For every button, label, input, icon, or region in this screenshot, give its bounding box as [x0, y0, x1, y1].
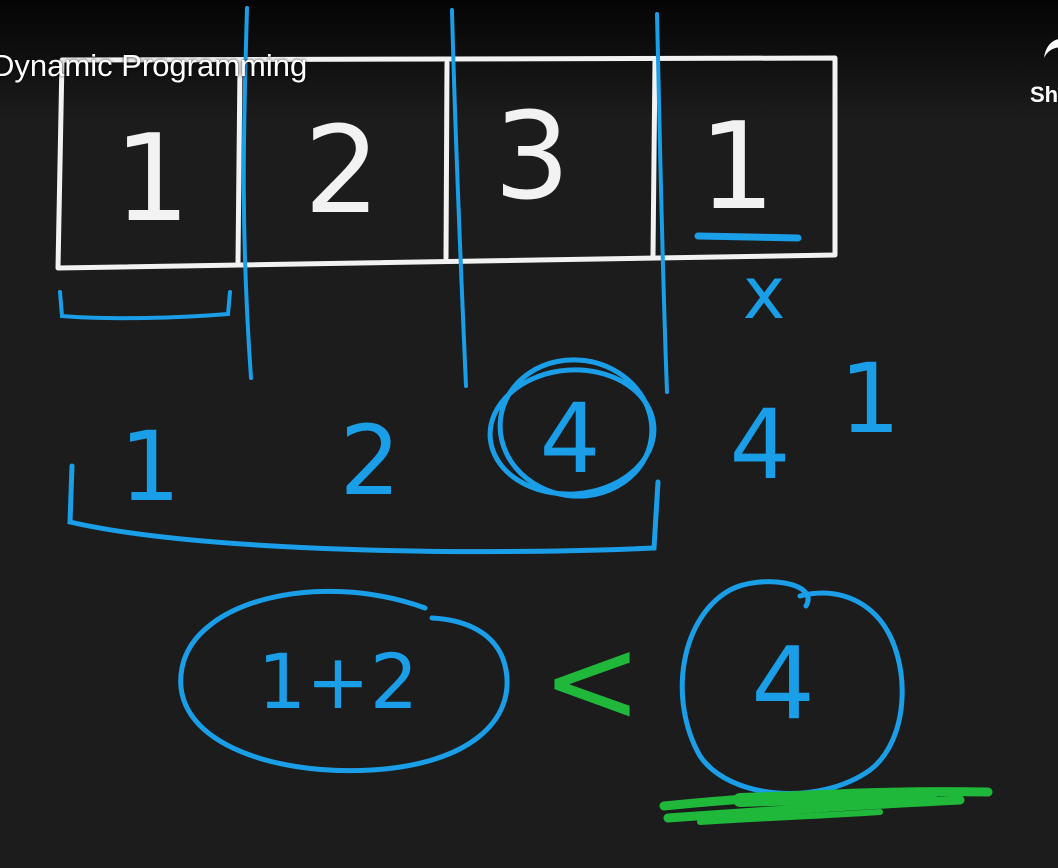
running-value-3: 4: [539, 383, 600, 495]
array-cell-value-1: 1: [114, 110, 190, 249]
blue-separator-3: [655, 12, 669, 394]
video-title[interactable]: Dynamic Programming: [0, 48, 308, 83]
comparison-left-ellipse: [178, 588, 510, 774]
array-cell-value-3: 3: [494, 88, 570, 227]
array-box: [55, 55, 838, 271]
array-divider-2: [443, 60, 450, 261]
share-button[interactable]: Sh: [1026, 34, 1058, 114]
array-cell-value-2: 2: [304, 102, 380, 241]
running-value-circle: [487, 357, 657, 499]
blue-separators: [241, 6, 669, 394]
running-value-5: 1: [839, 343, 900, 455]
blue-separator-1: [241, 6, 253, 380]
array-divider-3: [650, 57, 658, 259]
first-cell-bracket: [58, 290, 232, 321]
running-value-1: 1: [119, 411, 180, 523]
running-values-bracket: [67, 463, 661, 555]
underline-mark: [694, 232, 802, 242]
array-divider-1: [235, 61, 243, 265]
blue-separator-2: [450, 8, 468, 388]
array-cell-value-4: 1: [699, 98, 775, 237]
comparison-left-value: 1+2: [258, 637, 418, 726]
running-value-4: 4: [729, 389, 790, 501]
cross-mark: x: [743, 251, 786, 335]
running-value-2: 2: [339, 405, 400, 517]
share-arrow-icon: [1044, 39, 1058, 58]
comparison-operator: <: [542, 612, 643, 751]
comparison-right-value: 4: [751, 625, 815, 742]
green-highlight-scribble: [659, 787, 993, 825]
comparison-right-circle: [679, 579, 905, 796]
share-label: Sh: [1030, 82, 1058, 107]
